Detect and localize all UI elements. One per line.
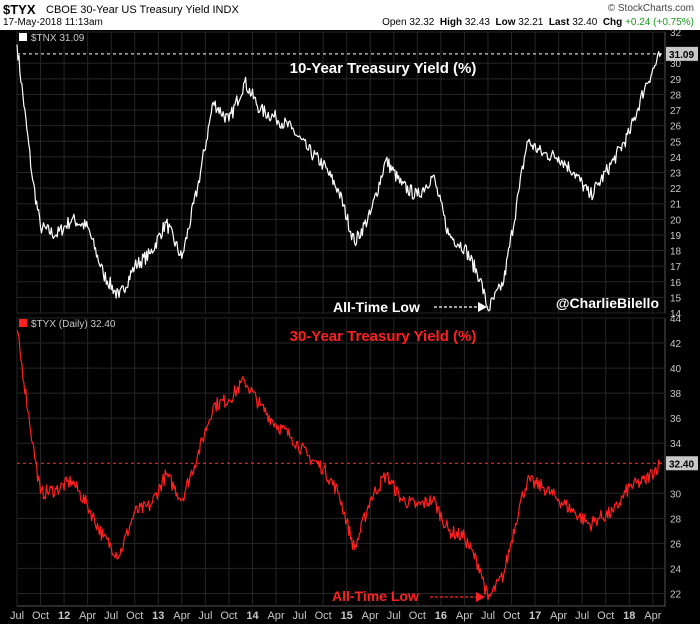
tyx-ytick-label: 42	[670, 339, 682, 350]
quote-header: $TYX CBOE 30-Year US Treasury Yield INDX…	[0, 0, 700, 30]
tyx-ytick-label: 28	[670, 514, 682, 525]
x-axis-tick-label: 14	[246, 610, 259, 622]
x-axis-tick-label: Jul	[10, 610, 24, 622]
x-axis-tick-label: 16	[435, 610, 447, 622]
tyx-ytick-label: 26	[670, 539, 682, 550]
tnx-ytick-label: 24	[670, 153, 682, 164]
last-label: Last	[548, 17, 570, 28]
tnx-ytick-label: 17	[670, 262, 682, 273]
x-axis-tick-label: Apr	[267, 610, 284, 622]
tyx-last-value-label: 32.40	[669, 459, 694, 470]
tnx-ytick-label: 19	[670, 231, 682, 242]
tyx-series-line	[16, 330, 662, 601]
tnx-ytick-label: 15	[670, 293, 682, 304]
x-axis-tick-label: 12	[58, 610, 70, 622]
tnx-ytick-label: 18	[670, 247, 682, 258]
tnx-ytick-label: 26	[670, 122, 682, 133]
x-axis-tick-label: Jul	[293, 610, 307, 622]
ticker-symbol: $TYX	[3, 2, 36, 17]
tyx-ytick-label: 34	[670, 439, 682, 450]
watermark-label: @CharlieBilello	[556, 295, 659, 311]
x-axis-tick-label: Oct	[32, 610, 49, 622]
tnx-panel	[16, 31, 698, 314]
open-value: 32.32	[409, 17, 435, 28]
tyx-plot-frame	[16, 317, 666, 607]
tnx-ytick-label: 21	[670, 200, 682, 211]
high-value: 32.43	[464, 17, 490, 28]
tyx-ytick-label: 40	[670, 364, 682, 375]
quote-values: Open 32.32 High 32.43 Low 32.21 Last 32.…	[382, 17, 694, 28]
x-axis-tick-label: Oct	[220, 610, 237, 622]
x-axis-tick-label: Jul	[198, 610, 212, 622]
tyx-legend-swatch	[19, 319, 27, 327]
low-value: 32.21	[518, 17, 544, 28]
tyx-panel	[16, 317, 698, 607]
tyx-ytick-label: 30	[670, 489, 682, 500]
tyx-legend-label: $TYX (Daily) 32.40	[31, 319, 116, 330]
x-axis-tick-label: 13	[152, 610, 164, 622]
x-axis-tick-label: 15	[341, 610, 353, 622]
tyx-ytick-label: 36	[670, 414, 682, 425]
tnx-ytick-label: 23	[670, 169, 682, 180]
tyx-ytick-label: 24	[670, 564, 682, 575]
tnx-ytick-label: 22	[670, 184, 682, 195]
x-axis-tick-label: Apr	[456, 610, 473, 622]
tyx-ytick-label: 38	[670, 389, 682, 400]
x-axis-tick-label: Apr	[550, 610, 567, 622]
x-axis-tick-label: Oct	[503, 610, 520, 622]
x-axis-tick-label: Apr	[79, 610, 96, 622]
tnx-last-value-label: 31.09	[669, 50, 694, 61]
x-axis-tick-label: 18	[623, 610, 635, 622]
x-axis-tick-label: Oct	[126, 610, 143, 622]
quote-datetime: 17-May-2018 11:13am	[3, 17, 103, 28]
tnx-ytick-label: 30	[670, 59, 682, 70]
tnx-annotation-label: All-Time Low	[333, 299, 420, 315]
tyx-annotation-arrowhead	[476, 592, 485, 602]
tnx-ytick-label: 32	[670, 28, 682, 39]
x-axis-tick-label: Jul	[104, 610, 118, 622]
x-axis-tick-label: Oct	[315, 610, 332, 622]
x-axis-tick-label: Oct	[409, 610, 426, 622]
tnx-last-value-box	[666, 46, 698, 61]
low-label: Low	[495, 17, 516, 28]
open-label: Open	[382, 17, 407, 28]
tnx-chart-title: 10-Year Treasury Yield (%)	[290, 60, 477, 77]
x-axis-tick-label: Apr	[644, 610, 661, 622]
x-axis-tick-label: Jul	[575, 610, 589, 622]
change-value: +0.24 (+0.75%)	[625, 17, 694, 28]
security-name: CBOE 30-Year US Treasury Yield INDX	[46, 4, 239, 16]
tnx-ytick-label: 16	[670, 278, 682, 289]
tyx-ytick-label: 44	[670, 314, 682, 325]
tyx-last-value-box	[666, 456, 698, 471]
high-label: High	[439, 17, 463, 28]
brand-label: © StockCharts.com	[607, 3, 694, 14]
tyx-chart-title: 30-Year Treasury Yield (%)	[290, 328, 477, 345]
last-value: 32.40	[572, 17, 598, 28]
x-axis-tick-label: Apr	[173, 610, 190, 622]
tnx-ytick-label: 27	[670, 106, 682, 117]
x-axis-tick-label: Oct	[597, 610, 614, 622]
x-axis-tick-label: 17	[529, 610, 541, 622]
tnx-ytick-label: 25	[670, 137, 682, 148]
tnx-ytick-label: 14	[670, 309, 682, 320]
x-axis-tick-label: Jul	[481, 610, 495, 622]
tnx-series-line	[16, 44, 662, 312]
tnx-legend-swatch	[19, 33, 27, 41]
x-axis-tick-label: Apr	[362, 610, 379, 622]
tnx-ytick-label: 20	[670, 215, 682, 226]
change-label: Chg	[602, 17, 623, 28]
tyx-annotation-label: All-Time Low	[332, 588, 419, 604]
tnx-ytick-label: 28	[670, 90, 682, 101]
tnx-legend-label: $TNX 31.09	[31, 33, 85, 44]
tnx-annotation-arrowhead	[478, 302, 487, 312]
tyx-ytick-label: 22	[670, 589, 682, 600]
x-axis-tick-label: Jul	[387, 610, 401, 622]
tnx-ytick-label: 29	[670, 75, 682, 86]
